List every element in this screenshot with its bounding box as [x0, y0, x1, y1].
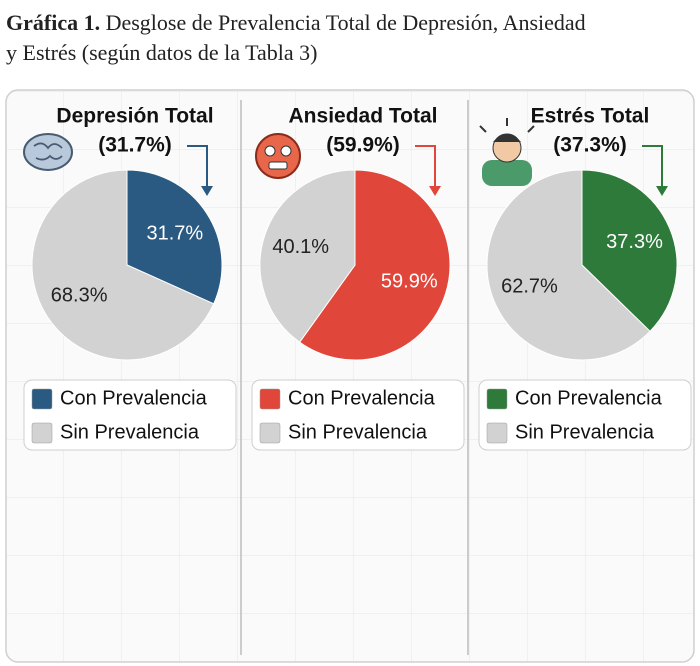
chart-subtitle: (37.3%) [553, 134, 627, 157]
legend-box [251, 379, 465, 451]
slice-label: 37.3% [606, 231, 663, 253]
caption: Gráfica 1. Desglose de Prevalencia Total… [6, 10, 586, 35]
slice-label: 59.9% [381, 271, 438, 293]
pie-slice [486, 169, 651, 361]
icon-anxious-face [255, 133, 301, 179]
chart-subtitle: (59.9%) [326, 134, 400, 157]
callout-arrow [642, 145, 663, 190]
slice-label: 31.7% [146, 222, 203, 244]
pie-slice [259, 169, 356, 343]
caption-text: y Estrés (según datos de la Tabla 3) [6, 40, 317, 65]
slice-label: 62.7% [501, 275, 558, 297]
icon-brain [23, 133, 73, 171]
caption-text: Desglose de Prevalencia Total de Depresi… [106, 10, 586, 35]
legend-label: Con Prevalencia [60, 387, 208, 409]
legend-swatch [31, 422, 53, 444]
legend-label: Sin Prevalencia [60, 421, 200, 443]
legend-label: Con Prevalencia [515, 387, 663, 409]
legend-swatch [31, 388, 53, 410]
slice-label: 68.3% [51, 284, 108, 306]
chart-title: Depresión Total [56, 105, 213, 128]
icon-stressed-person [479, 118, 535, 186]
callout-arrowhead [201, 186, 213, 196]
chart-title: Estrés Total [531, 105, 650, 128]
legend-swatch [259, 388, 281, 410]
legend-label: Con Prevalencia [288, 387, 436, 409]
legend-swatch [486, 388, 508, 410]
callout-arrowhead [656, 186, 668, 196]
legend-box [23, 379, 237, 451]
pie-slice [298, 169, 451, 361]
callout-arrow [415, 145, 436, 190]
legend-label: Sin Prevalencia [288, 421, 428, 443]
pie-slice [31, 169, 215, 361]
pie-slice [581, 169, 678, 333]
pie-slice [126, 169, 223, 305]
chart-title: Ansiedad Total [289, 105, 438, 128]
caption-label: Gráfica 1. [6, 10, 100, 35]
legend-swatch [486, 422, 508, 444]
chart-subtitle: (31.7%) [98, 134, 172, 157]
callout-arrow [187, 145, 208, 190]
legend-swatch [259, 422, 281, 444]
legend-label: Sin Prevalencia [515, 421, 655, 443]
slice-label: 40.1% [272, 236, 329, 258]
callout-arrowhead [429, 186, 441, 196]
legend-box [478, 379, 692, 451]
